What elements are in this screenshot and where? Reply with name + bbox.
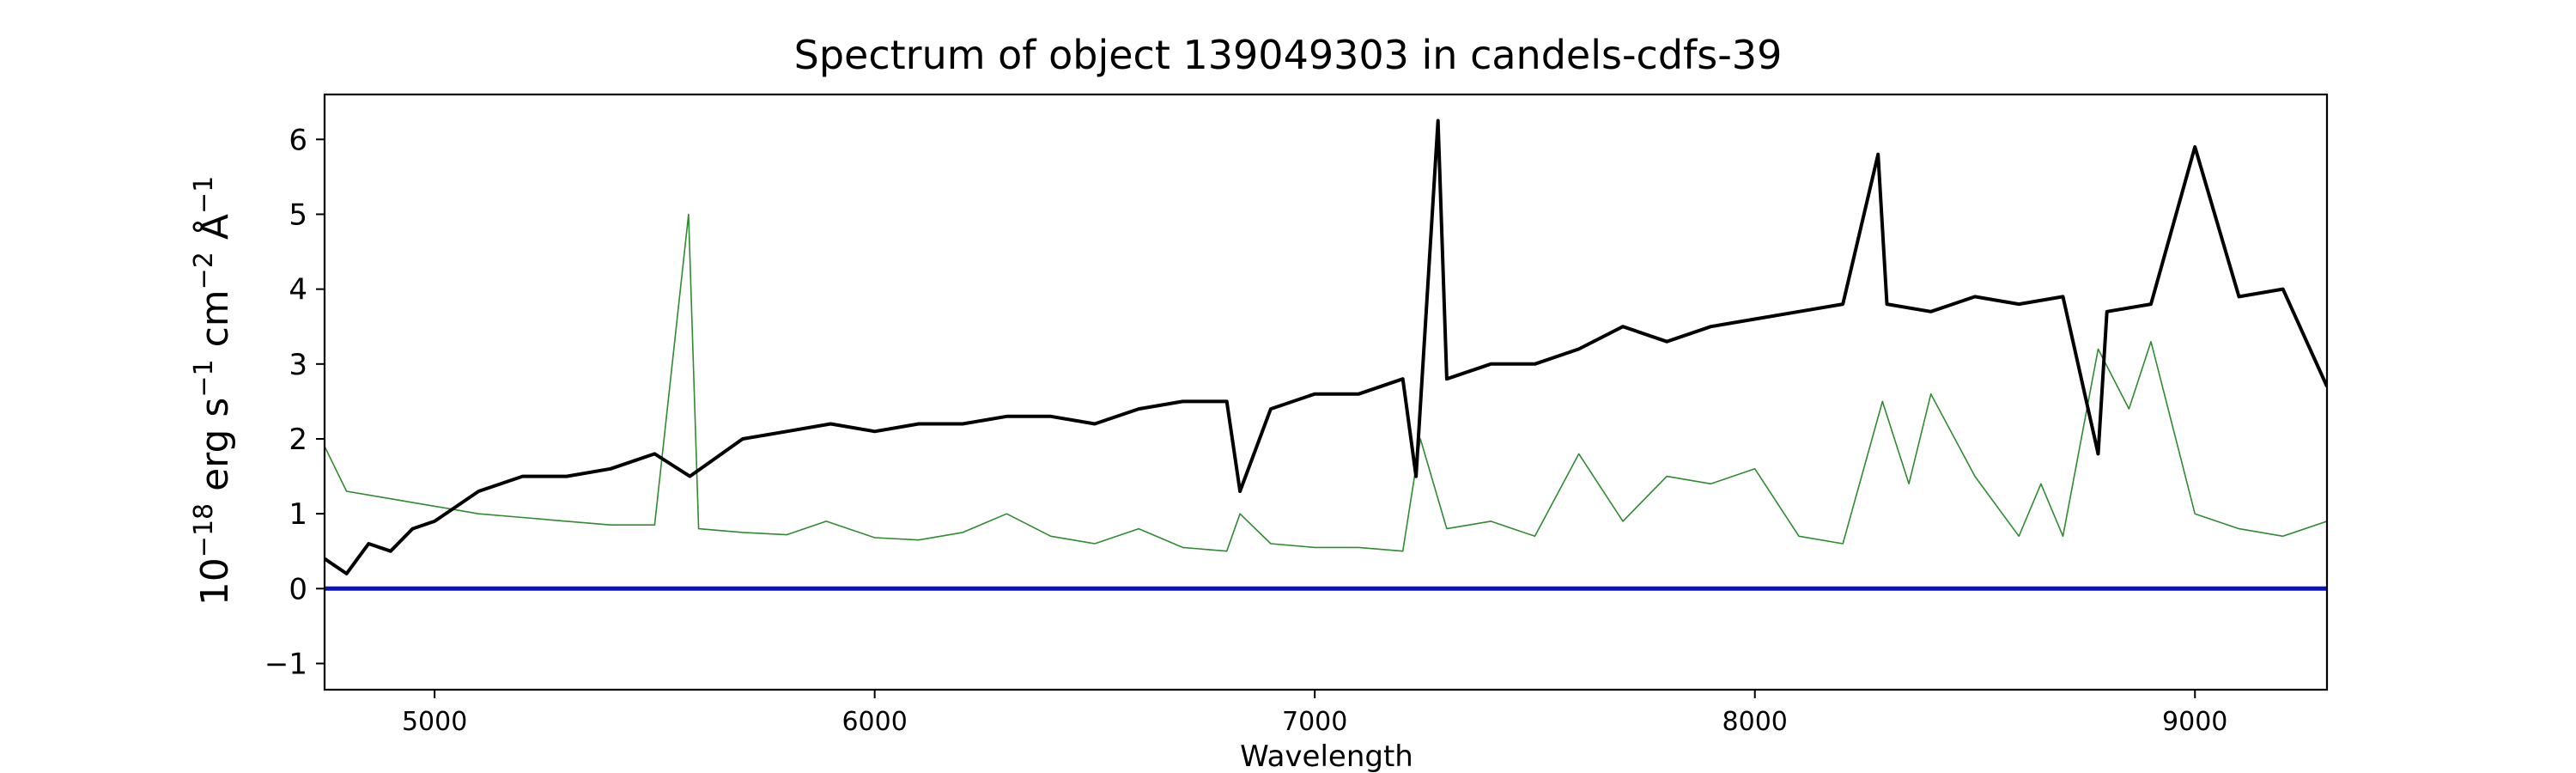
plot-area: −1 0 1 2 3 4 5 6 5000 6000 7000 8000 9000 (264, 93, 2329, 737)
x-axis-label: Wavelength (1240, 740, 1413, 773)
y-axis-label-base: 10 (193, 557, 237, 606)
y-tick-label: 5 (289, 198, 307, 232)
y-tick-label: 0 (289, 572, 307, 606)
chart-title: Spectrum of object 139049303 in candels-… (794, 32, 1783, 78)
y-axis-label: 10−18 erg s−1 cm−2 Å−1 (189, 176, 237, 606)
x-tick-label: 8000 (1722, 707, 1788, 737)
y-axis-label-mid3: Å (191, 214, 237, 252)
x-tick-label: 5000 (402, 707, 467, 737)
y-axis-label-exp4: −1 (189, 176, 219, 214)
y-tick-label: 4 (289, 273, 307, 307)
x-tick-label: 6000 (841, 707, 907, 737)
y-axis-label-mid1: erg s (193, 398, 237, 503)
plot-frame (323, 93, 2329, 691)
y-tick-label: 2 (289, 423, 307, 457)
y-axis-label-mid2: cm (193, 289, 237, 359)
series-line-sky (325, 213, 2327, 552)
y-axis-label-exp3: −2 (189, 252, 219, 289)
y-axis-label-exp2: −1 (189, 359, 219, 397)
y-tick-label: 3 (289, 348, 307, 382)
x-tick-label: 9000 (2162, 707, 2227, 737)
y-axis-label-exp1: −18 (189, 503, 219, 557)
y-tick-label: −1 (264, 647, 307, 681)
y-tick-label: 1 (289, 497, 307, 532)
y-tick-label: 6 (289, 123, 307, 157)
series-line-flux (325, 119, 2327, 575)
x-tick-label: 7000 (1282, 707, 1347, 737)
